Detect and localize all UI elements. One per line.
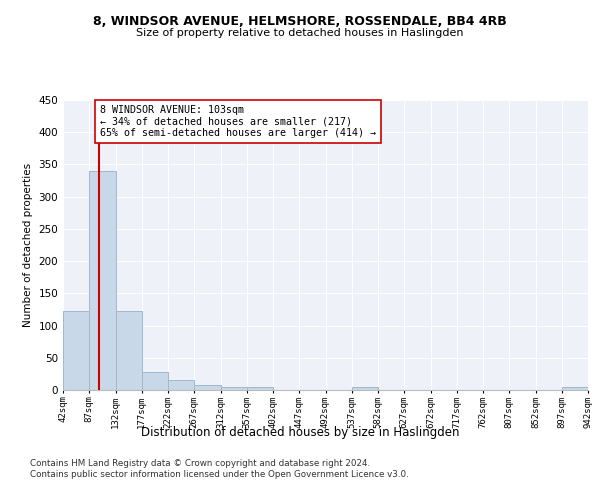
- Bar: [247, 388, 273, 390]
- Text: 8, WINDSOR AVENUE, HELMSHORE, ROSSENDALE, BB4 4RB: 8, WINDSOR AVENUE, HELMSHORE, ROSSENDALE…: [93, 15, 507, 28]
- Bar: [168, 380, 194, 390]
- Y-axis label: Number of detached properties: Number of detached properties: [23, 163, 33, 327]
- Text: Distribution of detached houses by size in Haslingden: Distribution of detached houses by size …: [141, 426, 459, 439]
- Bar: [221, 387, 247, 390]
- Bar: [89, 171, 115, 390]
- Text: Size of property relative to detached houses in Haslingden: Size of property relative to detached ho…: [136, 28, 464, 38]
- Bar: [352, 387, 378, 390]
- Bar: [115, 312, 142, 390]
- Bar: [194, 385, 221, 390]
- Text: Contains public sector information licensed under the Open Government Licence v3: Contains public sector information licen…: [30, 470, 409, 479]
- Bar: [63, 312, 89, 390]
- Bar: [142, 372, 168, 390]
- Bar: [562, 388, 588, 390]
- Text: 8 WINDSOR AVENUE: 103sqm
← 34% of detached houses are smaller (217)
65% of semi-: 8 WINDSOR AVENUE: 103sqm ← 34% of detach…: [100, 104, 376, 138]
- Text: Contains HM Land Registry data © Crown copyright and database right 2024.: Contains HM Land Registry data © Crown c…: [30, 458, 370, 468]
